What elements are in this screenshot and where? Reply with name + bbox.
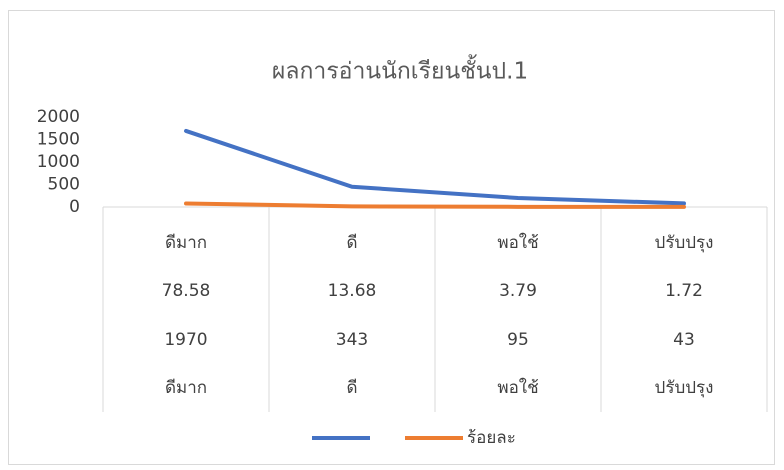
series-line <box>184 201 686 209</box>
table-value: 1970 <box>164 330 207 350</box>
y-tick-label: 1500 <box>37 130 80 150</box>
table-value: 78.58 <box>162 281 211 301</box>
legend-label: ร้อยละ <box>467 428 516 448</box>
y-tick-label: 1000 <box>37 152 80 172</box>
table-value: 1.72 <box>665 281 703 301</box>
table-value: 43 <box>673 330 695 350</box>
table-category: พอใช้ <box>497 377 538 398</box>
y-tick-label: 500 <box>48 175 80 195</box>
table-value: 3.79 <box>499 281 537 301</box>
table-category: ดีมาก <box>165 378 207 398</box>
chart-title: ผลการอ่านนักเรียนชั้นป.1 <box>272 55 528 85</box>
y-tick-label: 2000 <box>37 107 80 127</box>
table-category: ปรับปรุง <box>655 233 714 253</box>
y-tick-label: 0 <box>69 197 80 217</box>
table-category: ดี <box>346 233 357 253</box>
table-value: 95 <box>507 330 529 350</box>
series-line <box>184 128 686 206</box>
table-category: ปรับปรุง <box>655 378 714 398</box>
chart-border <box>8 10 775 465</box>
table-value: 13.68 <box>328 281 377 301</box>
table-value: 343 <box>336 330 368 350</box>
table-category: ดี <box>346 378 357 398</box>
table-category: ดีมาก <box>165 233 207 253</box>
table-category: พอใช้ <box>497 232 538 253</box>
